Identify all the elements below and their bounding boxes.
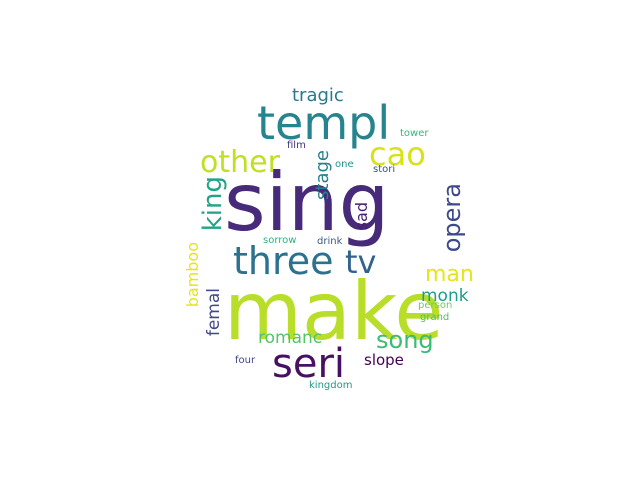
word-slope: slope [364,351,404,369]
word-man: man [425,262,474,287]
word-femal: femal [204,288,224,337]
word-bamboo: bamboo [183,242,202,308]
word-monk: monk [421,286,469,306]
word-stage: stage [312,150,333,200]
word-sing: sing [224,156,390,249]
word-film: film [287,140,306,151]
word-templ: templ [257,96,391,150]
word-sad: sad [352,202,371,231]
word-make: make [224,265,444,358]
word-romanc: romanc [258,328,323,348]
word-grand: grand [420,312,450,323]
word-sorrow: sorrow [263,235,297,246]
word-one: one [335,159,354,170]
word-person: person [418,300,453,311]
word-cao: cao [369,135,426,173]
word-other: other [200,145,280,180]
word-tv: tv [345,243,377,281]
word-drink: drink [317,236,343,247]
word-stori: stori [373,164,396,175]
word-king: king [198,176,228,232]
word-tragic: tragic [292,85,344,106]
word-kingdom: kingdom [309,380,353,391]
word-four: four [235,355,256,366]
word-opera: opera [438,183,466,253]
word-tower: tower [400,128,429,139]
word-seri: seri [272,341,346,387]
word-three: three [233,239,334,283]
word-song: song [376,326,434,354]
